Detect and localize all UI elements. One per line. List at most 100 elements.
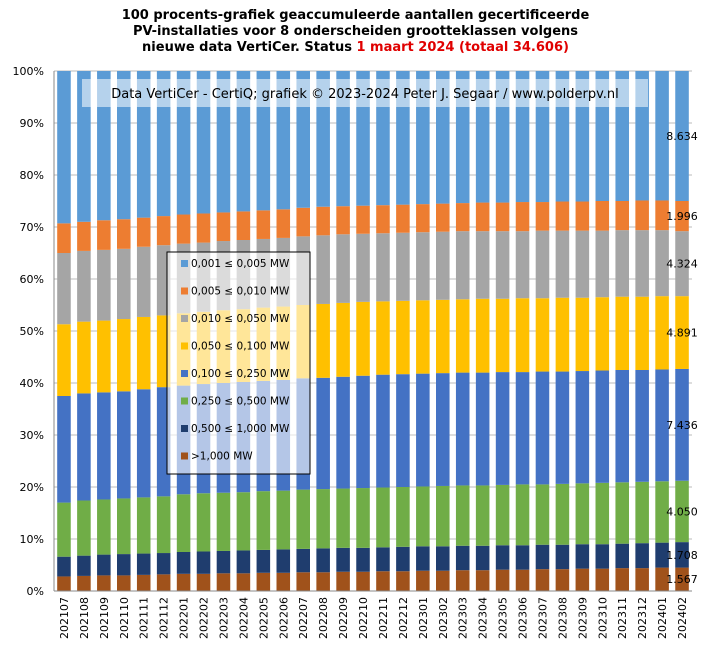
bar-segment [216, 573, 231, 591]
watermark-box [82, 79, 648, 107]
bar-segment [615, 296, 629, 370]
data-label: 4.324 [666, 258, 698, 271]
x-tick-label: 202303 [457, 597, 470, 639]
bar-segment [156, 574, 171, 591]
bar-segment [675, 542, 689, 568]
x-tick-label: 202307 [536, 597, 549, 639]
title-line-2: PV-installaties voor 8 onderscheiden gro… [132, 24, 579, 39]
bar-segment [555, 371, 570, 484]
bar-segment [555, 544, 570, 570]
y-tick-label: 0% [27, 585, 44, 598]
bar-segment [515, 298, 530, 373]
y-tick-label: 10% [20, 533, 44, 546]
data-label: 1.996 [666, 210, 698, 223]
bar-segment [376, 301, 390, 375]
data-label: 8.634 [666, 130, 698, 143]
x-tick-label: 202206 [277, 597, 290, 639]
bar-segment [336, 488, 350, 548]
bar-segment [136, 217, 151, 247]
x-tick-label: 202208 [317, 597, 330, 639]
bar-segment [117, 248, 131, 320]
bar-segment [495, 545, 510, 570]
bar-segment [555, 483, 570, 545]
bar-segment [455, 485, 470, 546]
bar-segment [675, 480, 689, 543]
bar-segment [515, 231, 530, 299]
bar-segment [296, 548, 310, 573]
x-tick-label: 202402 [676, 597, 689, 639]
bar-segment [97, 392, 111, 500]
bar-segment [575, 568, 590, 591]
bar-segment [595, 201, 610, 231]
bar-segment [97, 499, 111, 555]
x-tick-label: 202210 [357, 597, 370, 639]
bar-segment [356, 571, 370, 591]
bar-segment [475, 231, 490, 299]
bar-segment [495, 372, 510, 485]
bar-segment [436, 203, 450, 232]
bar-segment [316, 548, 330, 573]
bar-segment [156, 71, 171, 217]
bar-segment [535, 544, 550, 570]
bar-segment [416, 570, 430, 591]
bar-segment [176, 214, 191, 244]
bar-segment [376, 374, 390, 488]
x-tick-label: 202211 [377, 597, 390, 639]
bar-segment [276, 572, 291, 591]
bar-segment [436, 546, 450, 571]
bar-segment [216, 550, 231, 574]
bar-segment [256, 549, 271, 573]
bar-segment [635, 230, 649, 297]
bar-segment [97, 220, 111, 250]
bar-segment [296, 207, 310, 237]
legend-label: 0,010 ≤ 0,050 MW [191, 313, 290, 325]
bar-segment [495, 231, 510, 299]
bar-segment [77, 250, 91, 322]
bar-segment [117, 319, 131, 392]
bar-segment [595, 297, 610, 371]
x-tick-label: 202301 [417, 597, 430, 639]
bar-segment [117, 391, 131, 499]
bar-segment [416, 300, 430, 374]
bar-segment [77, 321, 91, 394]
bar-segment [57, 71, 71, 224]
y-tick-label: 30% [20, 429, 44, 442]
bar-segment [655, 369, 669, 482]
bar-segment [555, 297, 570, 372]
legend-label: >1,000 MW [191, 451, 253, 463]
x-tick-label: 202207 [297, 597, 310, 639]
x-tick-label: 202201 [178, 597, 191, 639]
bar-segment [436, 485, 450, 547]
bar-segment [436, 570, 450, 591]
bar-segment [655, 567, 669, 591]
bar-segment [196, 493, 211, 552]
bar-segment [376, 571, 390, 591]
bar-segment [316, 489, 330, 549]
data-label: 7.436 [666, 419, 698, 432]
bar-segment [136, 71, 151, 218]
bar-segment [675, 201, 689, 232]
bar-segment [555, 230, 570, 298]
bar-segment [336, 302, 350, 377]
bar-segment [635, 296, 649, 370]
bar-segment [256, 572, 271, 591]
bar-segment [396, 300, 410, 375]
bar-segment [595, 482, 610, 545]
bar-segment [416, 373, 430, 487]
bar-segment [117, 71, 131, 220]
bar-segment [555, 569, 570, 591]
bar-segment [296, 489, 310, 549]
bar-segment [376, 233, 390, 302]
bar-segment [136, 246, 151, 317]
bar-segment [136, 316, 151, 390]
bar-segment [475, 570, 490, 591]
bar-segment [635, 543, 649, 569]
x-tick-label: 202305 [497, 597, 510, 639]
y-tick-label: 70% [20, 221, 44, 234]
bar-segment [396, 546, 410, 572]
legend-label: 0,500 ≤ 1,000 MW [191, 423, 290, 435]
x-tick-label: 202108 [78, 597, 91, 639]
bar-segment [575, 201, 590, 231]
bar-segment [356, 233, 370, 302]
